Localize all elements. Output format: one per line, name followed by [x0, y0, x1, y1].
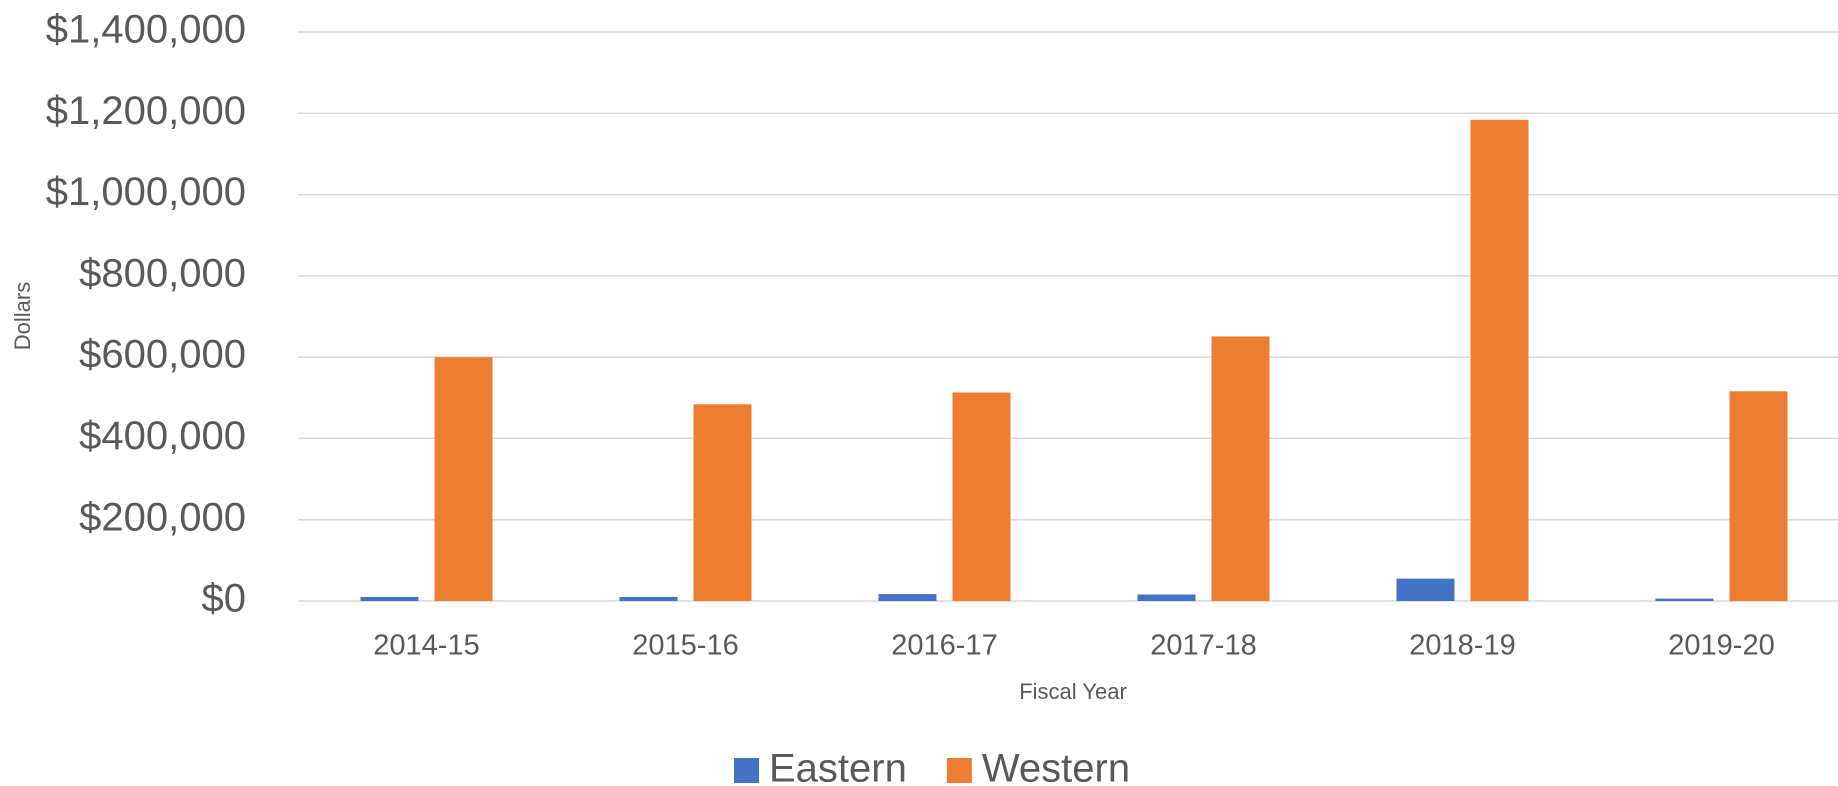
x-axis-title: Fiscal Year [1019, 679, 1127, 704]
bar [434, 357, 493, 601]
y-tick-label: $600,000 [79, 333, 246, 377]
bar [1655, 598, 1714, 601]
x-tick-label: 2018-19 [1409, 630, 1515, 662]
y-tick-label: $1,000,000 [46, 170, 246, 214]
x-tick-label: 2019-20 [1668, 630, 1774, 662]
x-tick-label: 2015-16 [632, 630, 738, 662]
legend-swatch [946, 758, 972, 783]
bar [360, 596, 419, 601]
y-tick-label: $0 [202, 577, 247, 621]
bar [693, 404, 752, 601]
legend-label: Eastern [769, 747, 907, 786]
bar [1137, 594, 1196, 601]
bar [1470, 119, 1529, 601]
bar [952, 392, 1011, 601]
bar [878, 594, 937, 601]
x-tick-label: 2016-17 [891, 630, 997, 662]
y-tick-label: $800,000 [79, 251, 246, 295]
bar [1211, 336, 1270, 601]
y-tick-label: $400,000 [79, 414, 246, 458]
legend-swatch [734, 758, 759, 783]
legend-label: Western [982, 747, 1130, 786]
bar [619, 596, 678, 601]
y-tick-label: $1,200,000 [46, 89, 246, 133]
bar [1729, 391, 1788, 601]
x-tick-label: 2017-18 [1150, 630, 1256, 662]
y-axis-title: Dollars [10, 282, 35, 350]
y-tick-label: $200,000 [79, 495, 246, 539]
bar [1396, 578, 1455, 601]
y-tick-label: $1,400,000 [46, 8, 246, 52]
x-tick-label: 2014-15 [373, 630, 479, 662]
